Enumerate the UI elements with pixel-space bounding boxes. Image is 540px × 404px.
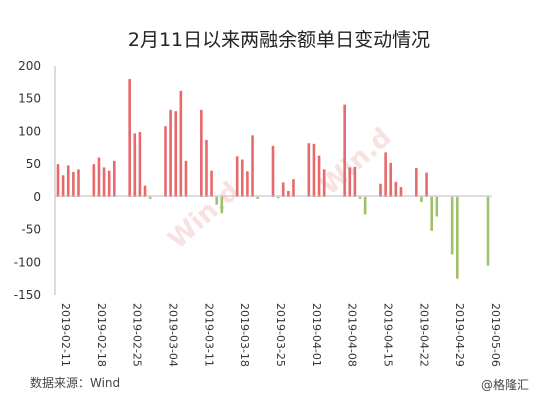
bar [200,109,203,197]
x-tick-label: 2019-03-04 [167,303,180,367]
bar [97,157,101,197]
bar [317,155,321,197]
bar [128,79,131,197]
y-tick-label: 0 [33,190,41,204]
bar [107,170,111,197]
bar [220,196,224,214]
bar [399,187,403,197]
bar [312,143,316,197]
bar [307,143,311,197]
bar [415,168,418,197]
bar [102,167,106,197]
bar [281,182,285,197]
bar [287,190,290,197]
bar [450,196,454,255]
bar [184,160,188,197]
y-tick-label: 100 [18,124,41,138]
bar [240,159,244,197]
bar [256,196,259,199]
bar [246,171,249,197]
y-tick-label: 200 [18,59,41,73]
logo-text: @格隆汇 [481,377,529,392]
y-tick-label: -100 [14,255,41,269]
bars [56,79,490,279]
bar [343,104,346,197]
bar [179,90,183,197]
bar [148,196,152,199]
bar [205,139,208,197]
bar [353,166,357,197]
bar [435,196,439,217]
bar [348,167,352,197]
bar [276,196,280,199]
bar [56,164,60,197]
bar [271,145,275,197]
bar [210,170,213,197]
x-axis: 2019-02-11 2019-02-18 2019-02-25 2019-03-04… [59,303,502,367]
x-tick-label: 2019-04-08 [346,303,359,367]
bar [389,162,393,197]
bar [66,165,70,197]
bar [292,179,295,197]
bar [215,196,218,205]
bar [138,132,142,197]
bar [384,152,387,197]
y-tick-label: 50 [26,157,41,171]
x-tick-label: 2019-04-29 [453,303,466,367]
x-tick-label: 2019-03-11 [202,303,215,367]
x-tick-label: 2019-03-18 [238,303,251,367]
bar [379,183,382,197]
y-axis: 200 150 100 50 0 -50 -100 -150 [14,59,41,302]
watermark: Win.d Win.d [163,122,398,255]
bar [61,175,65,197]
x-tick-label: 2019-05-06 [489,303,502,367]
chart-title: 2月11日以来两融余额单日变动情况 [128,29,430,51]
bar [113,160,116,197]
bar [174,111,178,197]
bar [235,156,239,197]
bar [455,196,459,279]
bar [251,135,254,197]
bar [77,169,80,197]
bar [486,196,490,266]
x-tick-label: 2019-04-15 [382,303,395,367]
x-tick-label: 2019-03-25 [274,303,287,367]
bar [420,196,423,203]
bar [363,196,367,215]
bar [358,196,362,199]
y-tick-label: 150 [18,92,41,106]
y-tick-label: -50 [21,223,41,237]
bar [143,185,147,197]
x-tick-label: 2019-04-01 [310,303,323,367]
x-tick-label: 2019-02-11 [59,303,72,367]
bar [92,164,96,197]
bar [425,172,428,197]
bar [394,181,398,197]
bar [169,109,172,197]
source-note: 数据来源：Wind [30,375,120,390]
x-tick-label: 2019-02-25 [131,303,144,367]
x-tick-label: 2019-04-22 [417,303,430,367]
bar [133,133,137,197]
bar [322,169,326,197]
x-tick-label: 2019-02-18 [95,303,108,367]
bar [72,171,75,197]
y-tick-label: -150 [14,288,41,302]
bar [430,196,433,231]
bar [164,126,167,197]
